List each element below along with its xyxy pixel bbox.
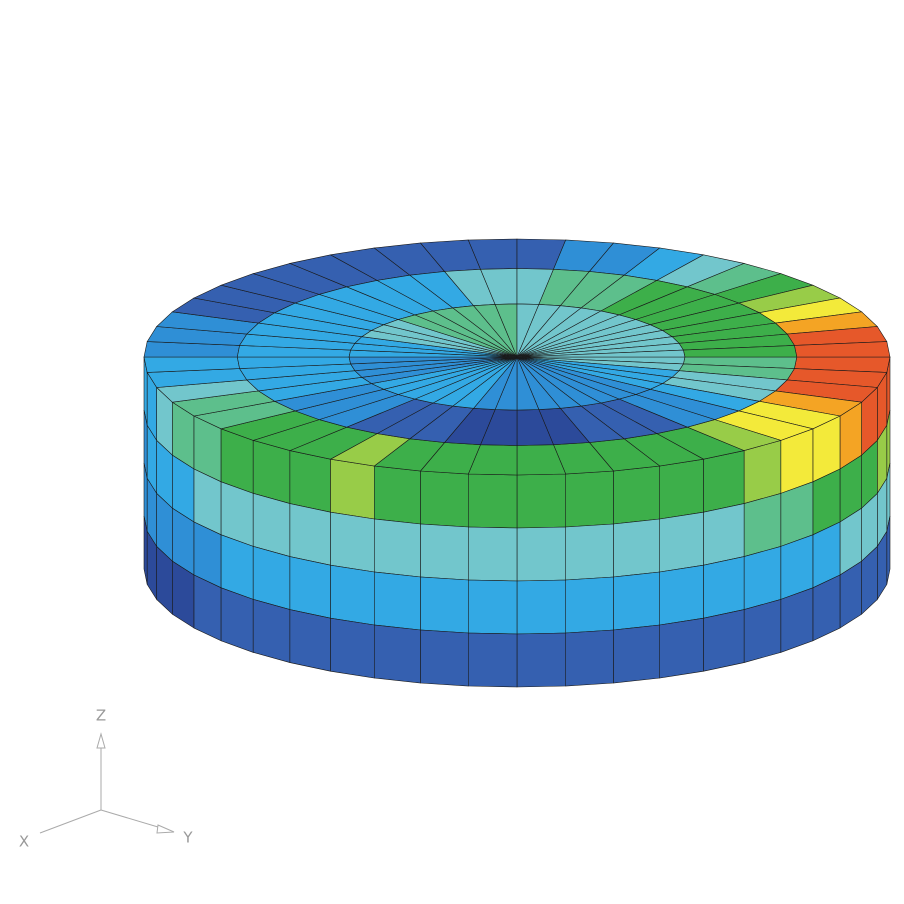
side-cell (659, 511, 704, 573)
side-cell (330, 617, 375, 679)
side-cell (659, 617, 704, 679)
side-cell (289, 503, 331, 566)
side-cell (565, 576, 614, 634)
y-axis (100, 809, 169, 831)
side-cell (220, 587, 254, 653)
side-cell (467, 579, 518, 635)
x-label: X (19, 833, 29, 851)
side-cell (743, 440, 782, 504)
fea-model (143, 238, 891, 688)
side-cell (780, 587, 814, 653)
side-cell (613, 571, 661, 631)
side-cell (289, 450, 331, 513)
side-cell (420, 629, 469, 687)
side-cell (420, 576, 469, 634)
z-label: Z (96, 707, 106, 725)
axis-triad (39, 732, 175, 834)
side-cell (252, 493, 291, 557)
z-arrow (96, 732, 106, 749)
side-cell (420, 470, 469, 528)
side-cell (565, 523, 614, 581)
side-cell (703, 609, 745, 672)
side-cell (703, 450, 745, 513)
side-cell (516, 473, 567, 529)
side-cell (373, 624, 421, 684)
side-cell (330, 564, 375, 626)
side-cell (252, 546, 291, 610)
side-cell (289, 609, 331, 672)
side-cell (373, 518, 421, 578)
side-cell (467, 526, 518, 582)
side-cell (373, 465, 421, 525)
side-cell (373, 571, 421, 631)
side-cell (565, 629, 614, 687)
side-cell (289, 556, 331, 619)
side-cell (252, 440, 291, 504)
side-cell (613, 624, 661, 684)
side-cell (743, 599, 782, 663)
y-arrow (156, 824, 175, 834)
side-cell (330, 458, 375, 520)
side-cell (703, 503, 745, 566)
side-cell (420, 523, 469, 581)
side-cell (516, 526, 567, 582)
side-cell (467, 632, 518, 688)
side-cell (743, 493, 782, 557)
side-cell (659, 564, 704, 626)
side-cell (613, 465, 661, 525)
side-cell (743, 546, 782, 610)
side-cell (516, 579, 567, 635)
side-cell (565, 470, 614, 528)
side-cell (516, 632, 567, 688)
side-cell (467, 473, 518, 529)
side-cell (613, 518, 661, 578)
x-axis (39, 809, 102, 834)
side-cell (330, 511, 375, 573)
top-cell (516, 349, 686, 358)
side-cell (659, 458, 704, 520)
side-cell (703, 556, 745, 619)
y-label: Y (182, 829, 193, 847)
side-cell (252, 599, 291, 663)
